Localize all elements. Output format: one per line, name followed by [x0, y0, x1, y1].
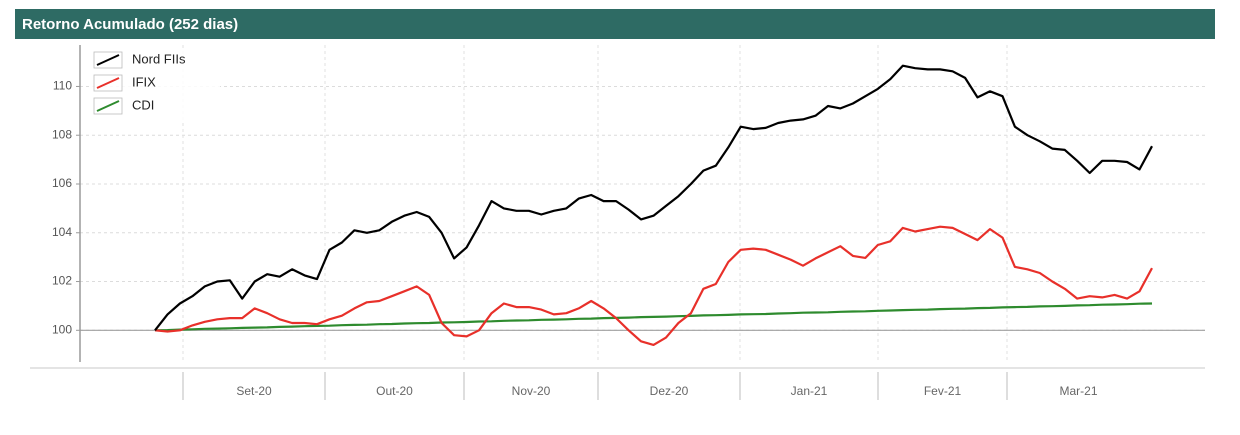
x-tick-label: Dez-20: [650, 384, 689, 398]
y-tick-label: 100: [52, 322, 72, 336]
x-tick-label: Jan-21: [791, 384, 828, 398]
x-tick-label: Out-20: [376, 384, 413, 398]
chart-title: Retorno Acumulado (252 dias): [22, 16, 238, 33]
legend-swatch: [96, 77, 120, 89]
legend-label: CDI: [132, 97, 154, 112]
x-tick-label: Set-20: [236, 384, 272, 398]
x-tick-label: Nov-20: [512, 384, 551, 398]
legend-swatch-box: [93, 97, 123, 115]
legend-box: [90, 48, 220, 120]
x-tick-label: Mar-21: [1059, 384, 1097, 398]
x-tick-label: Fev-21: [924, 384, 962, 398]
plot-area: [80, 45, 1205, 365]
legend-label: Nord FIIs: [132, 51, 186, 66]
title-bar: [15, 9, 1215, 39]
y-tick-label: 106: [52, 176, 72, 190]
y-tick-label: 102: [52, 274, 72, 288]
y-tick-label: 104: [52, 225, 72, 239]
legend-swatch-box: [93, 51, 123, 69]
series-line: [154, 225, 1153, 346]
series-line: [154, 64, 1153, 331]
axes: 100 102 104 106 108 110 Set-20 Out-20 Nov-20 Dez-…: [52, 79, 1098, 400]
lines: [154, 64, 1153, 346]
legend: Nord FIIs IFIX CDI: [90, 48, 220, 120]
grid: [80, 45, 1205, 362]
series-line: [154, 302, 1153, 332]
legend-swatch-box: [93, 74, 123, 92]
legend-swatch: [96, 54, 120, 66]
legend-label: IFIX: [132, 74, 156, 89]
legend-swatch: [96, 100, 120, 112]
y-tick-label: 110: [53, 79, 72, 93]
y-tick-label: 108: [52, 127, 72, 141]
